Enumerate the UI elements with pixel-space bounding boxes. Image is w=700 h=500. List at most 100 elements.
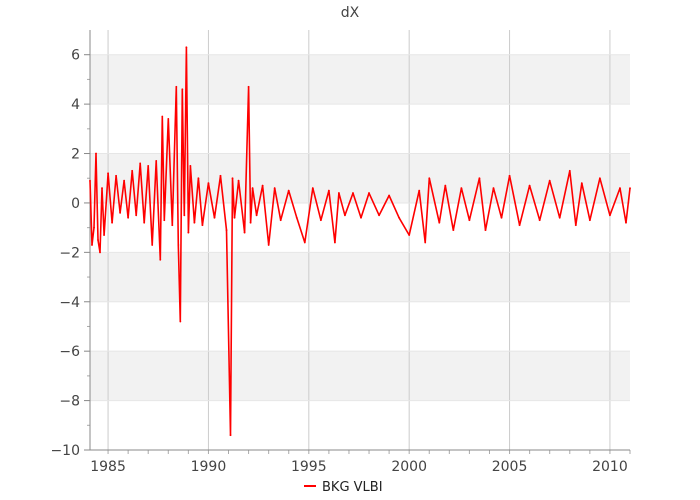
data-point: [131, 169, 134, 172]
data-point: [625, 221, 627, 224]
axes: 1985 1990 1995 2000 2005 2010 −10 −8 −6 −4 −2 0 2 4 6: [50, 30, 631, 475]
data-point: [267, 244, 270, 246]
data-point: [237, 179, 240, 182]
x-tick-label: 1995: [291, 459, 327, 475]
data-point: [177, 244, 180, 246]
data-point: [119, 211, 122, 214]
data-point: [247, 85, 250, 88]
data-point: [492, 187, 495, 190]
data-point: [147, 164, 150, 167]
data-point: [398, 216, 401, 219]
data-point: [213, 216, 216, 219]
y-tick-label: 2: [71, 147, 80, 163]
data-point: [598, 177, 601, 180]
data-point: [99, 251, 101, 254]
data-point: [295, 216, 298, 219]
data-point: [518, 224, 521, 227]
y-tick-label: −2: [59, 245, 80, 261]
data-point: [568, 169, 571, 172]
data-point: [189, 164, 192, 167]
data-point: [139, 162, 142, 165]
data-point: [233, 216, 236, 219]
data-point: [478, 177, 481, 180]
data-point: [219, 174, 222, 177]
data-point: [185, 46, 188, 49]
data-point: [127, 216, 130, 219]
data-point: [115, 174, 117, 177]
data-point: [444, 184, 447, 187]
data-point: [311, 187, 314, 190]
data-point: [338, 192, 340, 194]
data-point: [179, 320, 182, 323]
data-point: [167, 118, 170, 120]
data-point: [135, 214, 138, 217]
data-point: [161, 115, 164, 118]
x-tick-label: 1990: [191, 459, 227, 475]
data-point: [428, 177, 431, 180]
data-point: [588, 219, 591, 222]
data-point: [548, 179, 551, 182]
data-point: [103, 234, 105, 236]
data-point: [438, 221, 441, 224]
x-tick-label: 2000: [391, 459, 427, 475]
data-point: [629, 187, 631, 190]
data-point: [452, 229, 455, 232]
data-point: [225, 229, 228, 232]
data-point: [175, 85, 178, 88]
data-point: [197, 177, 200, 180]
data-point: [243, 231, 246, 234]
data-point: [334, 241, 336, 244]
chart-title: dX: [341, 5, 360, 21]
data-point: [287, 189, 290, 192]
background-band: [90, 252, 630, 302]
data-point: [352, 192, 354, 194]
data-point: [368, 192, 370, 194]
data-point: [303, 241, 306, 244]
data-point: [93, 226, 95, 229]
x-tick-label: 2005: [492, 459, 528, 475]
data-point: [460, 187, 463, 190]
data-point: [143, 221, 146, 224]
data-point: [528, 184, 531, 187]
data-point: [89, 179, 91, 182]
background-bands: [90, 30, 630, 401]
plot-area: [89, 46, 631, 437]
y-tick-label: −10: [50, 443, 80, 459]
legend[interactable]: BKG VLBI: [304, 480, 383, 495]
data-point: [107, 172, 109, 175]
legend-label: BKG VLBI: [322, 480, 383, 495]
data-point: [327, 189, 330, 192]
data-point: [159, 258, 162, 261]
x-tick-label: 2010: [592, 459, 628, 475]
data-point: [95, 152, 97, 155]
data-point: [273, 187, 276, 190]
data-point: [181, 88, 184, 91]
data-point: [187, 231, 190, 234]
data-point: [424, 241, 427, 244]
data-point: [171, 224, 174, 227]
data-point: [91, 244, 93, 246]
data-point: [468, 219, 471, 222]
data-point: [558, 216, 561, 219]
y-tick-label: 0: [71, 196, 80, 212]
data-point: [418, 189, 421, 192]
data-point: [231, 177, 234, 180]
data-point: [193, 221, 196, 224]
data-point: [111, 221, 113, 224]
data-point: [251, 187, 254, 190]
data-point: [484, 229, 487, 232]
y-tick-label: −6: [59, 344, 80, 360]
background-band: [90, 153, 630, 203]
background-band: [90, 351, 630, 401]
y-tick-label: 4: [71, 97, 80, 113]
data-point: [360, 216, 362, 219]
data-point: [500, 216, 503, 219]
x-tick-label: 1985: [90, 459, 126, 475]
data-point: [574, 224, 577, 227]
data-point: [508, 174, 511, 177]
data-point: [261, 184, 264, 187]
data-point: [201, 224, 204, 227]
background-band: [90, 54, 630, 105]
y-tick-label: 6: [71, 48, 80, 64]
